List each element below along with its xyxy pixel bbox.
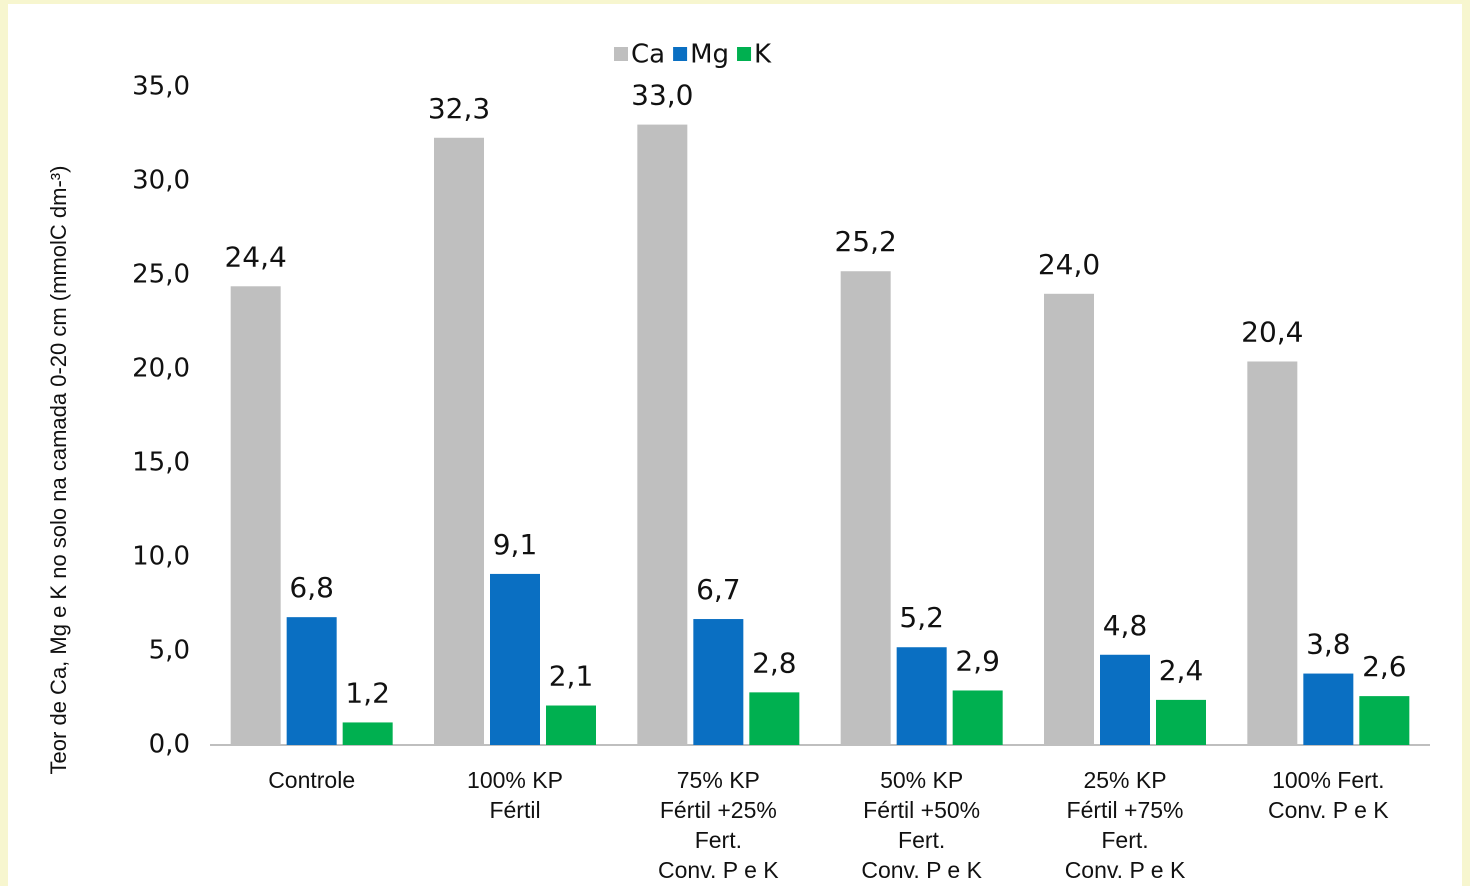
legend-swatch <box>737 47 752 61</box>
y-tick-label: 20,0 <box>132 354 190 384</box>
y-tick-label: 15,0 <box>132 448 190 478</box>
bar <box>693 619 744 745</box>
y-tick-label: 25,0 <box>132 260 190 290</box>
x-tick-label: 100% KP Fértil <box>467 767 563 823</box>
data-label: 2,4 <box>1159 654 1204 687</box>
bar <box>286 617 337 745</box>
data-label: 3,8 <box>1306 628 1351 661</box>
data-label: 2,6 <box>1362 650 1407 683</box>
y-tick-label: 5,0 <box>149 636 190 666</box>
y-tick-label: 0,0 <box>149 730 190 760</box>
data-label: 25,2 <box>834 225 896 258</box>
data-label: 6,8 <box>289 571 334 604</box>
bar <box>490 573 540 745</box>
x-tick-label: 75% KP Fértil +25% Fert. Conv. P e K <box>658 767 779 883</box>
legend-label: K <box>754 40 772 70</box>
legend-swatch <box>614 47 628 61</box>
data-label: 24,4 <box>224 240 286 273</box>
bar <box>1044 293 1094 745</box>
data-label: 5,2 <box>899 601 944 634</box>
data-label: 24,0 <box>1038 248 1100 281</box>
bar <box>952 690 1003 745</box>
bar <box>1156 699 1206 745</box>
bar <box>840 271 891 745</box>
bar <box>1247 361 1298 745</box>
data-label: 1,2 <box>345 676 390 709</box>
data-label: 20,4 <box>1241 315 1303 348</box>
bar <box>1303 673 1354 745</box>
bar <box>546 705 596 745</box>
data-label: 6,7 <box>696 573 741 606</box>
bar <box>434 137 484 745</box>
x-tick-label: 100% Fert. Conv. P e K <box>1268 767 1389 823</box>
bar <box>637 124 688 746</box>
data-label: 2,1 <box>549 660 594 693</box>
data-label: 33,0 <box>631 79 693 112</box>
x-tick-label: Controle <box>268 767 356 793</box>
data-label: 2,9 <box>955 644 1000 677</box>
y-tick-label: 35,0 <box>132 72 190 102</box>
bar <box>896 647 947 745</box>
legend-label: Mg <box>690 40 729 70</box>
bar <box>230 286 281 745</box>
x-tick-label: 50% KP Fértil +50% Fert. Conv. P e K <box>861 767 982 883</box>
x-tick-label: 25% KP Fértil +75% Fert. Conv. P e K <box>1064 767 1186 883</box>
bar <box>1359 696 1410 745</box>
legend-label: Ca <box>631 40 665 70</box>
bar <box>1100 654 1150 745</box>
bar <box>749 692 800 745</box>
data-label: 4,8 <box>1103 609 1148 642</box>
y-tick-label: 30,0 <box>132 166 190 196</box>
y-tick-label: 10,0 <box>132 542 190 572</box>
data-label: 32,3 <box>428 92 490 125</box>
data-label: 9,1 <box>493 528 538 561</box>
bar <box>342 722 393 745</box>
data-label: 2,8 <box>752 646 797 679</box>
legend-swatch <box>673 47 688 61</box>
y-axis-title: Teor de Ca, Mg e K no solo na camada 0-2… <box>46 166 71 775</box>
